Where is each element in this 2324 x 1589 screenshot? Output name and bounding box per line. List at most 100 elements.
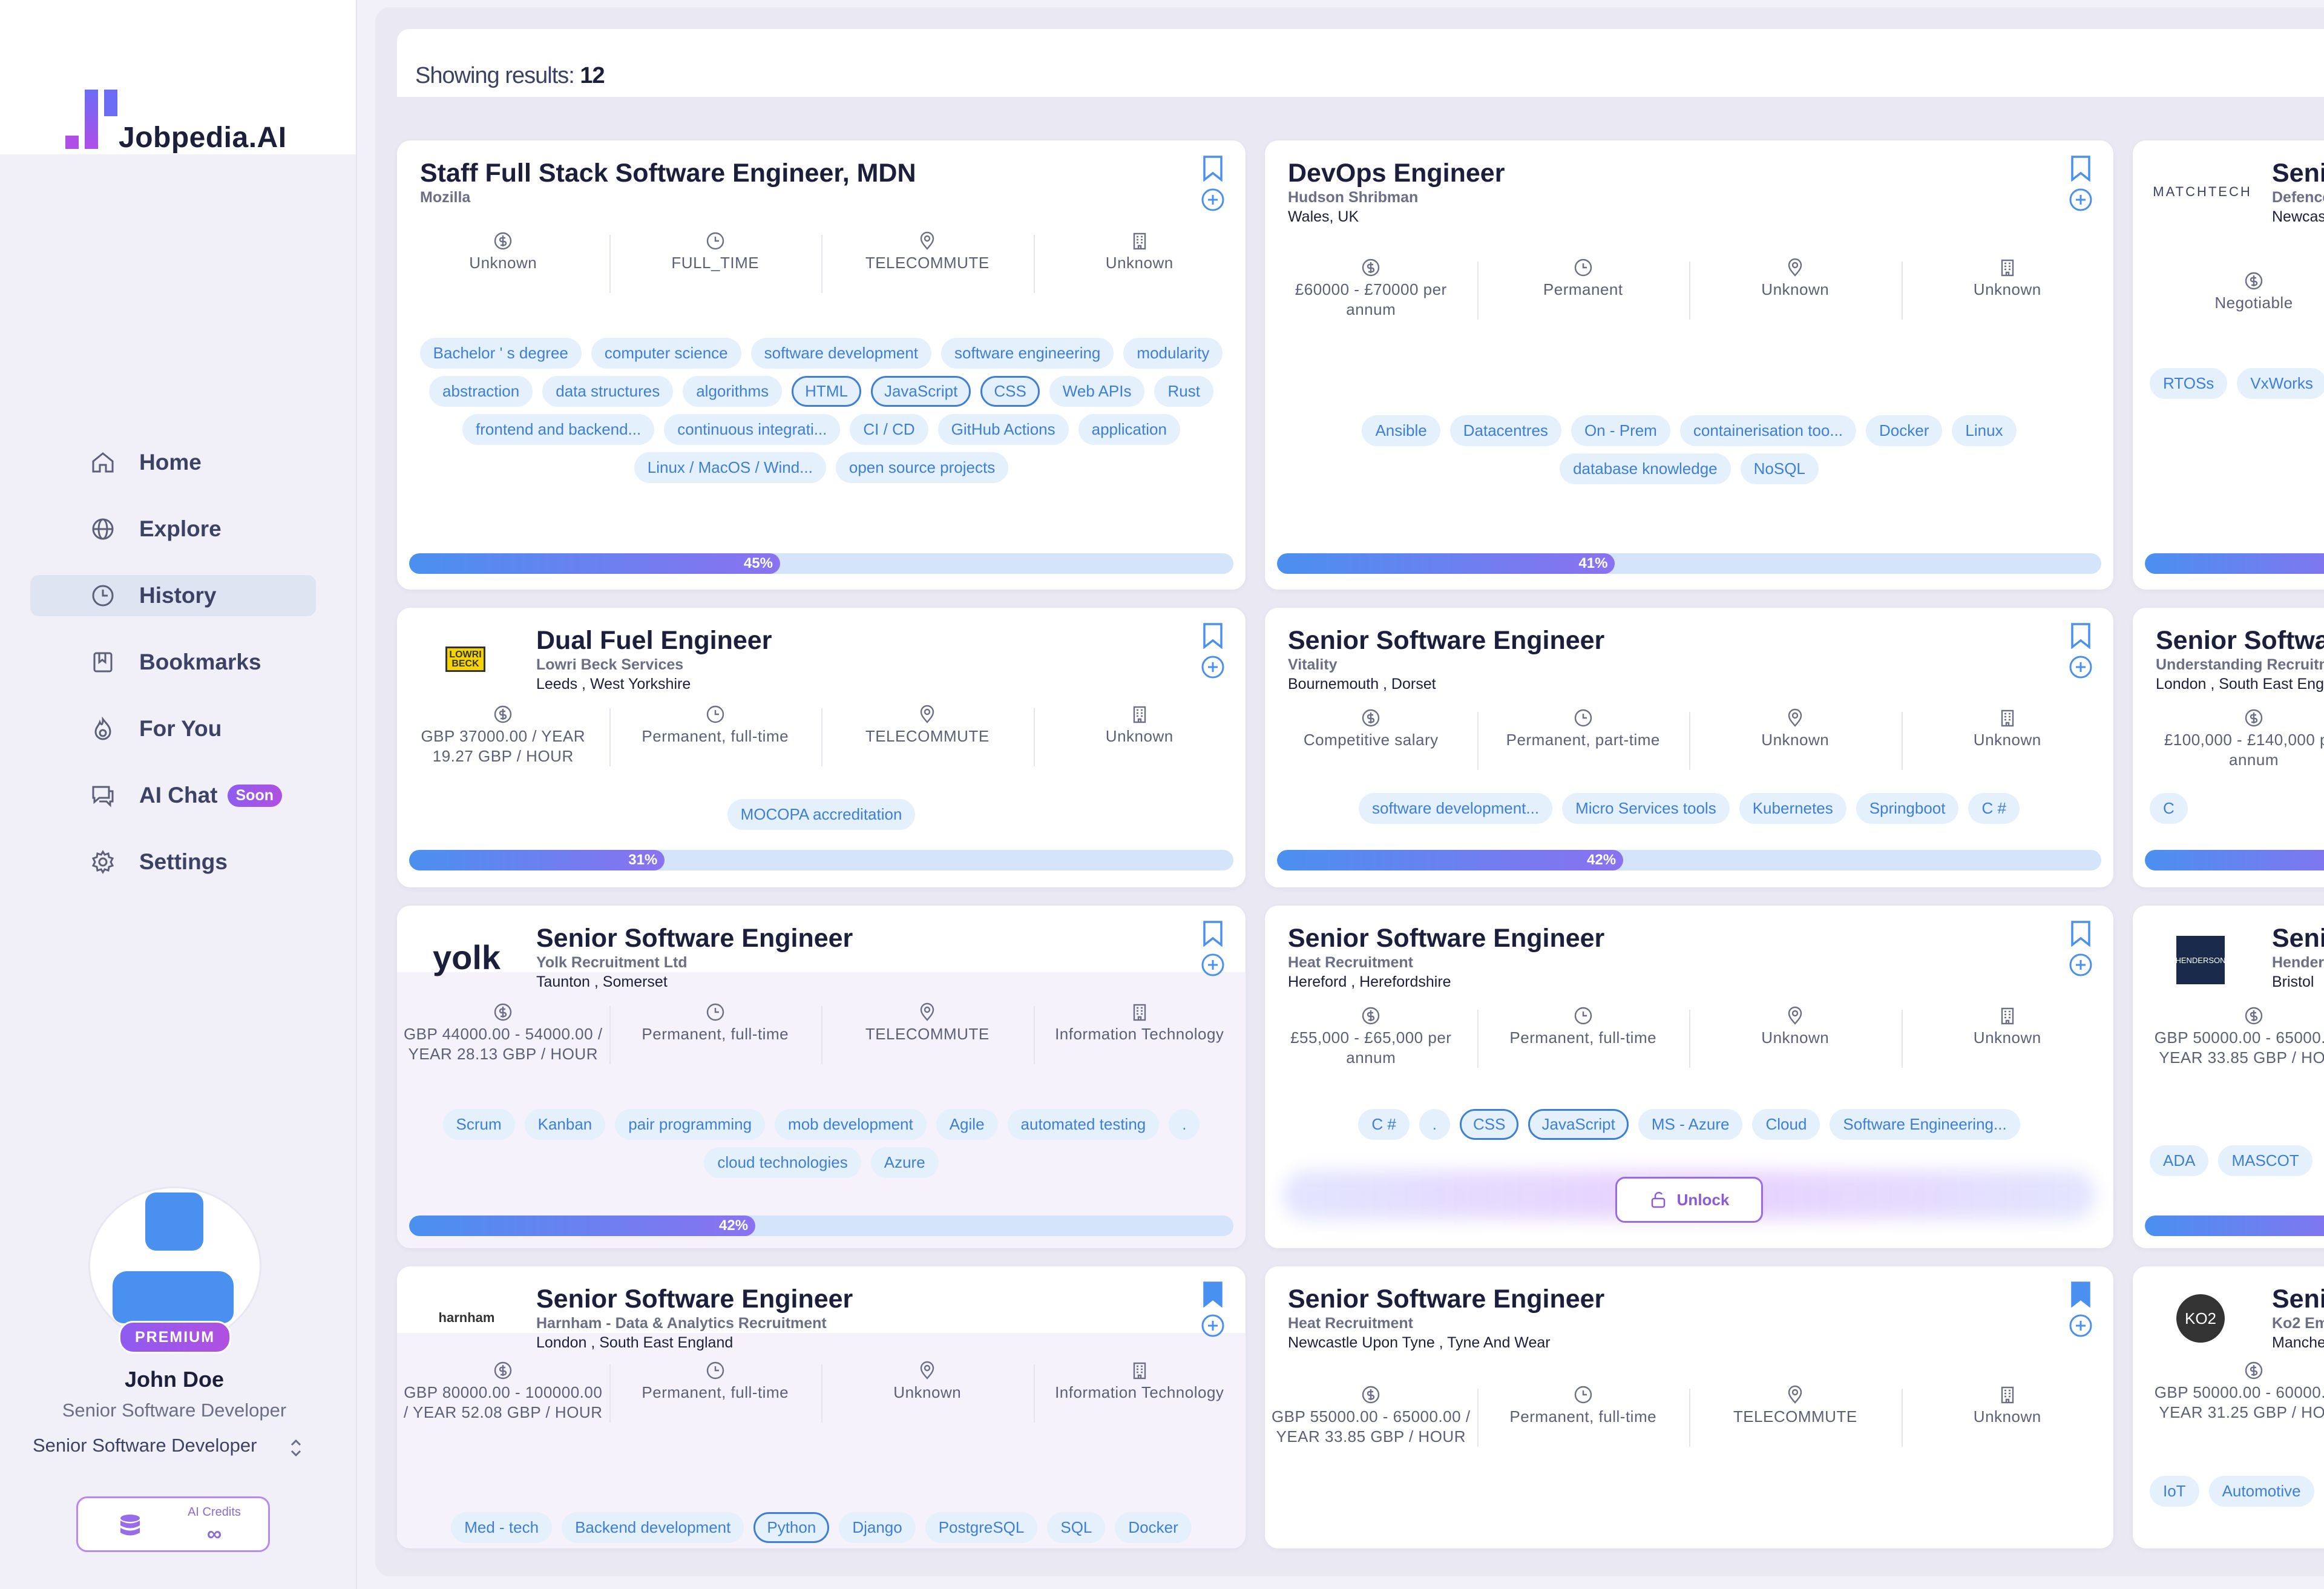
brand-name[interactable]: Jobpedia.AI (119, 122, 287, 154)
skill-tag[interactable]: PostgreSQL (925, 1512, 1038, 1543)
job-card[interactable]: Senior Software Engineer Heat Recruitment… (1265, 906, 2113, 1248)
skill-tag[interactable]: NoSQL (1740, 453, 1819, 484)
skill-tag[interactable]: containerisation too... (1679, 415, 1857, 446)
job-card[interactable]: HENDERSON Senior Software EngineerHenders… (2133, 906, 2324, 1248)
skill-tag[interactable]: Med - tech (451, 1512, 553, 1543)
nav-settings[interactable]: Settings (30, 841, 316, 883)
skill-tag[interactable]: CI / CD (850, 414, 928, 445)
job-card[interactable]: yolk Senior Software Engineer Yolk Recruit… (397, 906, 1246, 1248)
job-title[interactable]: Senior Software Engineer (1288, 1285, 1605, 1314)
skill-tag[interactable]: abstraction (429, 376, 533, 407)
skill-tag[interactable]: software development (750, 338, 932, 369)
add-circle-icon[interactable] (2069, 953, 2093, 977)
job-title[interactable]: Senior Software Engineer (1288, 626, 1605, 655)
skill-tag[interactable]: Bachelor ' s degree (419, 338, 582, 369)
skill-tag[interactable]: pair programming (615, 1109, 766, 1140)
unlock-button[interactable]: Unlock (1615, 1177, 1763, 1223)
skill-tag[interactable]: Linux (1952, 415, 2017, 446)
job-card[interactable]: DevOps Engineer Hudson Shribman Wales, UK £… (1265, 140, 2113, 590)
skill-tag[interactable]: On - Prem (1571, 415, 1670, 446)
chevron-updown-icon[interactable] (287, 1436, 305, 1460)
add-circle-icon[interactable] (2069, 1314, 2093, 1338)
skill-tag[interactable]: open source projects (835, 452, 1009, 483)
skill-tag[interactable]: CSS (1460, 1109, 1519, 1140)
job-title[interactable]: Senior Software Engineer (1288, 924, 1605, 953)
skill-tag[interactable]: C # (1968, 793, 2020, 824)
skill-tag[interactable]: SQL (1047, 1512, 1106, 1543)
skill-tag[interactable]: database knowledge (1560, 453, 1731, 484)
skill-tag[interactable]: modularity (1123, 338, 1223, 369)
skill-tag[interactable]: MOCOPA accreditation (727, 799, 916, 830)
skill-tag[interactable]: algorithms (683, 376, 783, 407)
job-title[interactable]: DevOps Engineer (1288, 159, 1505, 188)
skill-tag[interactable]: . (1419, 1109, 1451, 1140)
skill-tag[interactable]: application (1078, 414, 1180, 445)
skill-tag[interactable]: Micro Services tools (1562, 793, 1730, 824)
skill-tag[interactable]: CSS (980, 376, 1040, 407)
skill-tag[interactable]: . (1169, 1109, 1200, 1140)
job-card[interactable]: harnham Senior Software Engineer Harnham -… (397, 1266, 1246, 1548)
add-circle-icon[interactable] (1201, 188, 1225, 212)
skill-tag[interactable]: JavaScript (870, 376, 971, 407)
skill-tag[interactable]: C # (1358, 1109, 1410, 1140)
nav-home[interactable]: Home (30, 442, 316, 483)
bookmark-icon[interactable] (1202, 920, 1224, 947)
skill-tag[interactable]: Springboot (1856, 793, 1959, 824)
skill-tag[interactable]: Ansible (1362, 415, 1440, 446)
job-card[interactable]: Senior Software Engineer Heat Recruitment… (1265, 1266, 2113, 1548)
add-circle-icon[interactable] (2069, 188, 2093, 212)
skill-tag[interactable]: Kanban (524, 1109, 606, 1140)
add-circle-icon[interactable] (1201, 1314, 1225, 1338)
skill-tag[interactable]: Scrum (442, 1109, 515, 1140)
skill-tag[interactable]: GitHub Actions (937, 414, 1069, 445)
bookmark-icon[interactable] (1202, 622, 1224, 649)
skill-tag[interactable]: Python (753, 1512, 830, 1543)
add-circle-icon[interactable] (1201, 655, 1225, 679)
skill-tag[interactable]: Django (839, 1512, 916, 1543)
skill-tag[interactable]: HTML (792, 376, 861, 407)
skill-tag[interactable]: Cloud (1752, 1109, 1820, 1140)
skill-tag[interactable]: Datacentres (1449, 415, 1561, 446)
nav-history[interactable]: History (30, 575, 316, 616)
job-card[interactable]: KO2 Senior Software EngineerKo2 Embedded M… (2133, 1266, 2324, 1548)
skill-tag[interactable]: software engineering (941, 338, 1114, 369)
skill-tag[interactable]: JavaScript (1528, 1109, 1629, 1140)
job-title[interactable]: Senior Software Engineer (536, 1285, 853, 1314)
bookmark-filled-icon[interactable] (2070, 1281, 2092, 1308)
job-card[interactable]: Staff Full Stack Software Engineer, MDN M… (397, 140, 1246, 590)
ai-credits-box[interactable]: AI Credits ∞ (76, 1496, 270, 1552)
job-card[interactable]: Senior Software Engineer Vitality Bournemo… (1265, 608, 2113, 887)
skill-tag[interactable]: Azure (870, 1147, 939, 1178)
skill-tag[interactable]: RTOSs (2150, 368, 2228, 399)
job-title[interactable]: Senior Software Engineer (2156, 626, 2324, 655)
job-card[interactable]: MATCHTECH Senior Software EngineerDefence… (2133, 140, 2324, 590)
skill-tag[interactable]: automated testing (1007, 1109, 1160, 1140)
skill-tag[interactable]: Software Engineering... (1830, 1109, 2020, 1140)
skill-tag[interactable]: C (2150, 793, 2188, 824)
bookmark-filled-icon[interactable] (1202, 1281, 1224, 1308)
job-title[interactable]: Staff Full Stack Software Engineer, MDN (420, 159, 916, 188)
skill-tag[interactable]: Automotive (2208, 1476, 2314, 1507)
job-title[interactable]: Senior Software Engineer (2272, 159, 2324, 188)
skill-tag[interactable]: cloud technologies (704, 1147, 861, 1178)
skill-tag[interactable]: Rust (1154, 376, 1213, 407)
skill-tag[interactable]: Docker (1866, 415, 1943, 446)
job-card[interactable]: LOWRI BECK Dual Fuel Engineer Lowri Beck S… (397, 608, 1246, 887)
nav-ai-chat[interactable]: AI Chat Soon (30, 775, 316, 816)
skill-tag[interactable]: computer science (591, 338, 741, 369)
skill-tag[interactable]: Backend development (562, 1512, 744, 1543)
nav-explore[interactable]: Explore (30, 508, 316, 550)
skill-tag[interactable]: MS - Azure (1638, 1109, 1743, 1140)
role-select[interactable]: Senior Software Developer (33, 1435, 257, 1456)
bookmark-icon[interactable] (1202, 155, 1224, 182)
job-title[interactable]: Senior Software Engineer (2272, 924, 2324, 953)
nav-for-you[interactable]: For You (30, 708, 316, 749)
skill-tag[interactable]: ADA (2150, 1145, 2209, 1176)
skill-tag[interactable]: frontend and backend... (462, 414, 655, 445)
skill-tag[interactable]: continuous integrati... (664, 414, 841, 445)
job-title[interactable]: Senior Software Engineer (536, 924, 853, 953)
skill-tag[interactable]: Docker (1115, 1512, 1192, 1543)
skill-tag[interactable]: data structures (542, 376, 674, 407)
add-circle-icon[interactable] (1201, 953, 1225, 977)
skill-tag[interactable]: Linux / MacOS / Wind... (634, 452, 826, 483)
